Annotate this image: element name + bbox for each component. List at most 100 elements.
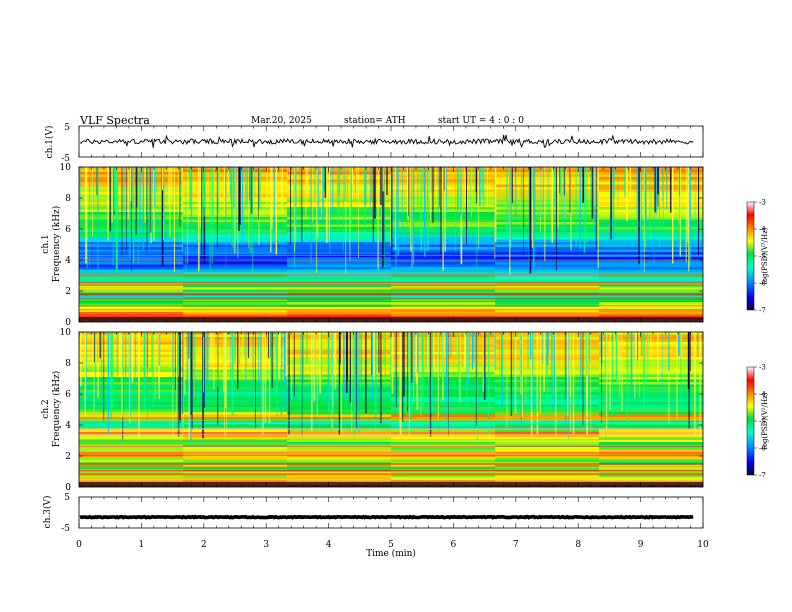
spectrogram-streak xyxy=(247,332,249,358)
spectrogram-streak xyxy=(425,332,427,371)
spectrogram-line xyxy=(79,428,703,429)
spectrogram-cell xyxy=(599,299,703,303)
spectrogram-streak xyxy=(670,167,672,213)
spectrogram-streak xyxy=(380,167,382,205)
spectrogram-line xyxy=(79,293,703,295)
spectrogram-cell xyxy=(495,212,600,215)
spectrogram-streak xyxy=(317,167,320,224)
spectrogram-streak xyxy=(163,167,165,220)
spectrogram-cell xyxy=(599,279,703,283)
spectrogram-streak xyxy=(389,332,391,378)
spectrogram-streak xyxy=(134,332,137,392)
spectrogram-cell xyxy=(599,389,703,393)
spectrogram-streak xyxy=(243,332,245,357)
spectrogram-cell xyxy=(183,432,288,435)
spectrogram-streak xyxy=(252,332,254,413)
spectrogram-line xyxy=(79,281,703,283)
spectrogram-cell xyxy=(183,387,288,390)
spectrogram-streak xyxy=(177,167,180,215)
spectrogram-streak xyxy=(137,167,139,264)
spectrogram-streak xyxy=(135,167,138,208)
spectrogram-streak xyxy=(126,167,127,253)
spectrogram-streak xyxy=(389,167,392,247)
spectrogram-cell xyxy=(495,264,600,268)
spectrogram-streak xyxy=(424,167,426,257)
spectrogram-cell xyxy=(79,384,184,388)
frequency-tick-label: 0 xyxy=(65,318,71,328)
spectrogram-cell xyxy=(495,207,600,210)
spectrogram-streak xyxy=(575,167,577,246)
spectrogram-cell xyxy=(495,232,600,235)
spectrogram-streak xyxy=(697,332,699,357)
spectrogram-streak xyxy=(494,167,497,243)
spectrogram-streak xyxy=(113,167,115,215)
spectrogram-streak xyxy=(638,167,640,265)
spectrogram-cell xyxy=(79,294,184,298)
spectrogram-streak xyxy=(211,332,213,366)
spectrogram-streak xyxy=(431,332,433,412)
spectrogram-streak xyxy=(237,167,239,258)
ch3-waveform-line xyxy=(79,514,694,520)
spectrogram-cell xyxy=(599,257,703,260)
spectrogram-cell xyxy=(599,272,703,275)
spectrogram-streak xyxy=(372,167,374,243)
spectrogram-streak xyxy=(340,332,342,434)
spectrogram-cell xyxy=(391,272,496,275)
spectrogram-cell xyxy=(495,464,600,468)
spectrogram-cell xyxy=(599,479,703,483)
spectrogram-cell xyxy=(79,449,184,453)
spectrogram-streak xyxy=(314,332,316,430)
spectrogram-streak xyxy=(130,167,132,255)
spectrogram-cell xyxy=(79,417,184,420)
spectrogram-streak xyxy=(223,167,225,217)
spectrogram-streak xyxy=(439,167,441,207)
spectrogram-cell xyxy=(183,307,288,310)
spectrogram-cell xyxy=(495,262,600,265)
spectrogram-cell xyxy=(599,269,703,273)
spectrogram-streak xyxy=(349,167,351,261)
spectrogram-streak xyxy=(594,167,596,251)
spectrogram-cell xyxy=(79,277,184,280)
spectrogram-streak xyxy=(188,332,190,359)
spectrogram-cell xyxy=(599,477,703,480)
spectrogram-cell xyxy=(79,452,184,455)
spectrogram-streak xyxy=(299,167,301,239)
spectrogram-streak xyxy=(232,167,234,248)
spectrogram-streak xyxy=(613,167,615,198)
spectrogram-streak xyxy=(672,167,674,264)
spectrogram-streak xyxy=(407,332,410,365)
spectrogram-streak xyxy=(569,332,572,397)
spectrogram-streak xyxy=(449,332,452,356)
spectrogram-streak xyxy=(459,332,461,403)
spectrogram-streak xyxy=(493,332,495,375)
spectrogram-cell xyxy=(287,299,392,303)
spectrogram-cell xyxy=(79,422,184,425)
spectrogram-cell xyxy=(183,412,288,415)
spectrogram-cell xyxy=(391,432,496,435)
spectrogram-streak xyxy=(635,167,637,216)
colorbar-tick-label: -7 xyxy=(759,307,766,315)
spectrogram-streak xyxy=(353,332,355,437)
spectrogram-streak xyxy=(313,332,316,402)
spectrogram-cell xyxy=(495,257,600,260)
spectrogram-streak xyxy=(510,167,512,248)
spectrogram-streak xyxy=(679,167,680,196)
spectrogram-streak xyxy=(402,332,404,422)
spectrogram-cell xyxy=(183,257,288,260)
spectrogram-streak xyxy=(476,332,479,441)
spectrogram-streak xyxy=(151,332,154,406)
spectrogram-cell xyxy=(287,464,392,468)
spectrogram-streak xyxy=(688,167,690,272)
spectrogram-cell xyxy=(183,379,288,383)
spectrogram-streak xyxy=(338,332,341,435)
spectrogram-streak xyxy=(509,167,511,276)
spectrogram-line xyxy=(79,255,703,256)
spectrogram-cell xyxy=(79,354,184,358)
ch2-colorbar xyxy=(746,366,755,476)
spectrogram-streak xyxy=(655,167,657,216)
spectrogram-cell xyxy=(495,209,600,213)
spectrogram-streak xyxy=(640,167,643,272)
spectrogram-cell xyxy=(79,287,184,290)
spectrogram-streak xyxy=(415,332,418,384)
